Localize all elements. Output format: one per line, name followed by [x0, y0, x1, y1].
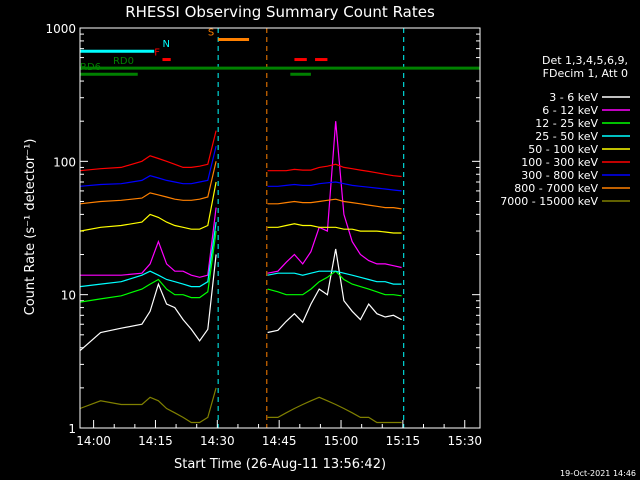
series-line [79, 222, 217, 288]
series-line [80, 207, 217, 278]
series-line [79, 145, 217, 187]
series-line [79, 387, 217, 424]
flag-label: S [208, 27, 214, 38]
flag-label: RD6 [80, 62, 101, 73]
legend-label: 7000 - 15000 keV [500, 195, 598, 208]
series-line [267, 181, 402, 192]
x-tick-label: 14:00 [76, 434, 111, 448]
series-line [267, 248, 402, 334]
axis-ticks: 14:00 14:15 14:30 14:45 15:00 15:15 15:30 1 10 10… [45, 22, 482, 448]
info-line-2: FDecim 1, Att 0 [543, 67, 628, 80]
series-line [267, 223, 402, 234]
legend-label: 800 - 7000 keV [514, 182, 598, 195]
series-line [267, 270, 402, 297]
info-line-1: Det 1,3,4,5,6,9, [542, 54, 628, 67]
x-tick-label: 14:30 [200, 434, 235, 448]
series-line [79, 181, 217, 232]
y-tick-label: 10 [61, 289, 76, 303]
flag-label: RD0 [113, 56, 134, 67]
y-tick-label: 100 [53, 155, 76, 169]
series-line [79, 161, 217, 205]
y-tick-label: 1 [68, 422, 76, 436]
y-axis-label: Count Rate (s⁻¹ detector⁻¹) [23, 139, 38, 316]
x-tick-label: 15:15 [386, 434, 421, 448]
y-tick-label: 1000 [45, 22, 76, 36]
series-line [267, 270, 402, 285]
x-tick-label: 14:45 [262, 434, 297, 448]
legend-label: 25 - 50 keV [535, 130, 598, 143]
series-line [267, 396, 402, 424]
series-line [79, 254, 217, 352]
plot-frame [79, 27, 481, 429]
legend-label: 100 - 300 keV [521, 156, 598, 169]
x-tick-label: 15:30 [447, 434, 482, 448]
legend-label: 300 - 800 keV [521, 169, 598, 182]
chart-title: RHESSI Observing Summary Count Rates [125, 3, 435, 21]
series-line [79, 130, 217, 172]
series-line [267, 121, 402, 274]
footer-timestamp: 19-Oct-2021 14:46 [560, 469, 636, 478]
data-gaps [217, 28, 481, 428]
flag-label: N [162, 39, 169, 50]
series-line [267, 198, 402, 210]
legend-label: 6 - 12 keV [542, 104, 598, 117]
series-line [79, 231, 217, 303]
legend-label: 50 - 100 keV [528, 143, 598, 156]
legend-label: 12 - 25 keV [535, 117, 598, 130]
x-tick-label: 14:15 [138, 434, 173, 448]
x-axis-label: Start Time (26-Aug-11 13:56:42) [174, 457, 386, 472]
x-tick-label: 15:00 [324, 434, 359, 448]
flag-bars: N S F RD0 RD6 [80, 27, 480, 76]
series-lines [79, 121, 402, 424]
legend-label: 3 - 6 keV [549, 91, 598, 104]
flag-label: F [154, 48, 160, 59]
series-line [267, 163, 402, 178]
legend: Det 1,3,4,5,6,9, FDecim 1, Att 0 3 - 6 k… [500, 54, 630, 208]
